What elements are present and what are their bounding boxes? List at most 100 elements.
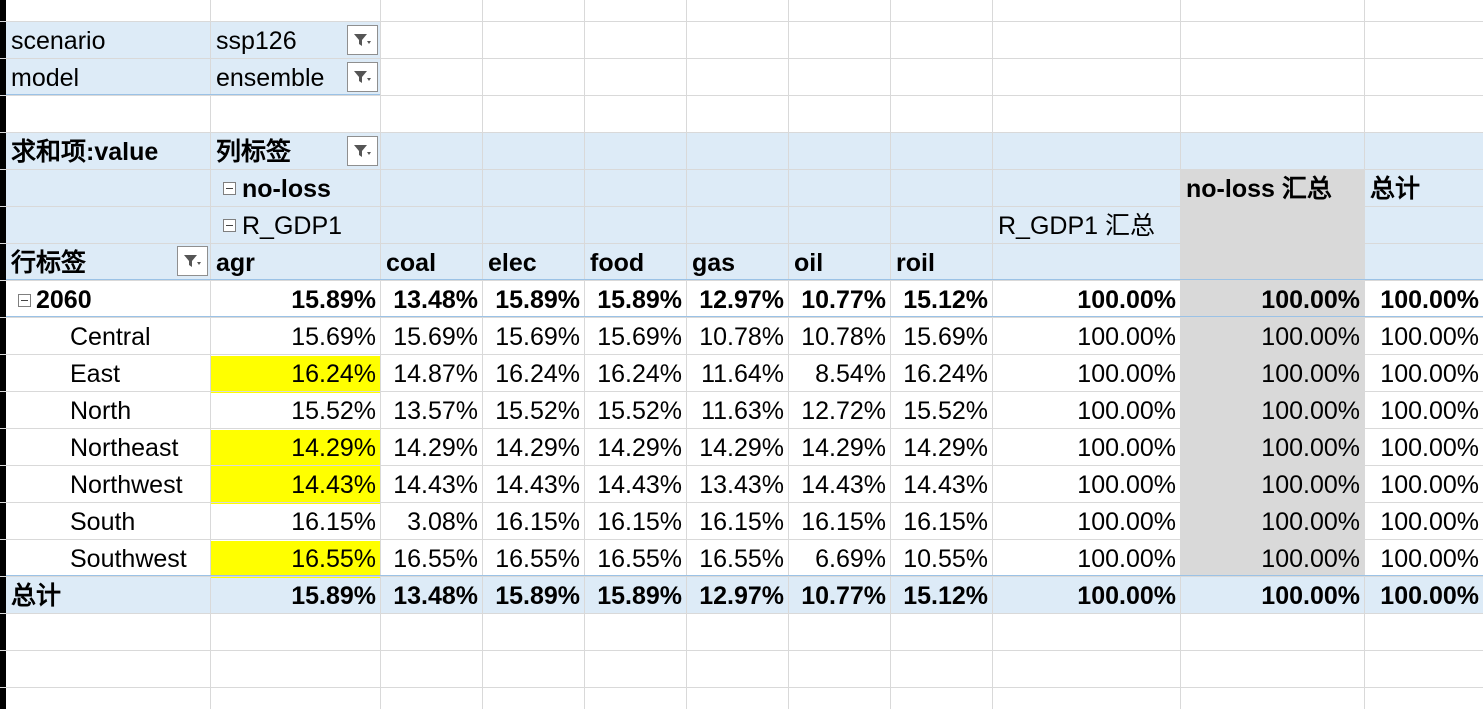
cell-southwest-food[interactable]: 16.55% <box>597 545 682 573</box>
cell-south-oil[interactable]: 16.15% <box>801 508 886 536</box>
cell-south-roil[interactable]: 16.15% <box>903 508 988 536</box>
cell-northeast-r-gdp1-total[interactable]: 100.00% <box>1077 434 1176 462</box>
column-group-r-gdp1[interactable]: R_GDP1 <box>242 212 343 240</box>
cell-central-gas[interactable]: 10.78% <box>699 323 784 351</box>
cell-north-agr[interactable]: 15.52% <box>291 397 376 425</box>
row-labels-header[interactable]: 行标签 <box>11 249 87 277</box>
row-label-2060[interactable]: 2060 <box>36 286 92 314</box>
cell-2060-coal[interactable]: 13.48% <box>393 286 478 314</box>
cell-northwest-grand-total[interactable]: 100.00% <box>1380 471 1479 499</box>
cell-north-food[interactable]: 15.52% <box>597 397 682 425</box>
cell-central-agr[interactable]: 15.69% <box>291 323 376 351</box>
cell-south-gas[interactable]: 16.15% <box>699 508 784 536</box>
column-labels-filter-button[interactable] <box>347 136 378 166</box>
grand-total-row-label[interactable]: 总计 <box>11 582 62 610</box>
cell-east-grand-total[interactable]: 100.00% <box>1380 360 1479 388</box>
column-header-oil[interactable]: oil <box>794 249 824 277</box>
cell-northeast-gas[interactable]: 14.29% <box>699 434 784 462</box>
row-label-central[interactable]: Central <box>70 323 151 351</box>
cell-northwest-food[interactable]: 14.43% <box>597 471 682 499</box>
cell-total-no-loss-total[interactable]: 100.00% <box>1261 582 1360 610</box>
cell-north-elec[interactable]: 15.52% <box>495 397 580 425</box>
cell-northeast-coal[interactable]: 14.29% <box>393 434 478 462</box>
cell-northeast-oil[interactable]: 14.29% <box>801 434 886 462</box>
cell-total-gas[interactable]: 12.97% <box>699 582 784 610</box>
cell-central-elec[interactable]: 15.69% <box>495 323 580 351</box>
cell-north-coal[interactable]: 13.57% <box>393 397 478 425</box>
cell-northeast-grand-total[interactable]: 100.00% <box>1380 434 1479 462</box>
cell-2060-roil[interactable]: 15.12% <box>903 286 988 314</box>
cell-south-agr[interactable]: 16.15% <box>291 508 376 536</box>
cell-east-oil[interactable]: 8.54% <box>815 360 886 388</box>
row-label-east[interactable]: East <box>70 360 121 388</box>
cell-central-roil[interactable]: 15.69% <box>903 323 988 351</box>
cell-northwest-coal[interactable]: 14.43% <box>393 471 478 499</box>
filter-value-scenario[interactable]: ssp126 <box>216 27 297 55</box>
column-group-no-loss[interactable]: no-loss <box>242 175 331 203</box>
cell-north-r-gdp1-total[interactable]: 100.00% <box>1077 397 1176 425</box>
column-header-gas[interactable]: gas <box>692 249 736 277</box>
cell-central-no-loss-total[interactable]: 100.00% <box>1261 323 1360 351</box>
cell-northwest-gas[interactable]: 13.43% <box>699 471 784 499</box>
cell-northwest-no-loss-total[interactable]: 100.00% <box>1261 471 1360 499</box>
cell-east-agr[interactable]: 16.24% <box>291 360 376 388</box>
cell-south-elec[interactable]: 16.15% <box>495 508 580 536</box>
cell-east-roil[interactable]: 16.24% <box>903 360 988 388</box>
column-header-coal[interactable]: coal <box>386 249 437 277</box>
row-label-northwest[interactable]: Northwest <box>70 471 183 499</box>
cell-2060-food[interactable]: 15.89% <box>597 286 682 314</box>
row-label-southwest[interactable]: Southwest <box>70 545 187 573</box>
cell-total-r-gdp1-total[interactable]: 100.00% <box>1077 582 1176 610</box>
cell-southwest-oil[interactable]: 6.69% <box>815 545 886 573</box>
cell-northeast-food[interactable]: 14.29% <box>597 434 682 462</box>
column-header-elec[interactable]: elec <box>488 249 537 277</box>
cell-south-grand-total[interactable]: 100.00% <box>1380 508 1479 536</box>
cell-2060-r-gdp1-total[interactable]: 100.00% <box>1077 286 1176 314</box>
cell-2060-grand-total[interactable]: 100.00% <box>1380 286 1479 314</box>
pivot-value-field-label[interactable]: 求和项:value <box>11 138 159 166</box>
collapse-minus-icon[interactable] <box>223 219 236 232</box>
cell-northwest-oil[interactable]: 14.43% <box>801 471 886 499</box>
column-labels-header[interactable]: 列标签 <box>216 138 292 166</box>
cell-north-roil[interactable]: 15.52% <box>903 397 988 425</box>
cell-east-r-gdp1-total[interactable]: 100.00% <box>1077 360 1176 388</box>
cell-total-coal[interactable]: 13.48% <box>393 582 478 610</box>
cell-2060-elec[interactable]: 15.89% <box>495 286 580 314</box>
cell-south-no-loss-total[interactable]: 100.00% <box>1261 508 1360 536</box>
filter-dropdown-model[interactable] <box>347 62 378 92</box>
cell-2060-agr[interactable]: 15.89% <box>291 286 376 314</box>
cell-southwest-elec[interactable]: 16.55% <box>495 545 580 573</box>
cell-southwest-no-loss-total[interactable]: 100.00% <box>1261 545 1360 573</box>
collapse-minus-icon[interactable] <box>18 294 31 307</box>
cell-north-oil[interactable]: 12.72% <box>801 397 886 425</box>
collapse-minus-icon[interactable] <box>223 182 236 195</box>
cell-southwest-coal[interactable]: 16.55% <box>393 545 478 573</box>
cell-northeast-no-loss-total[interactable]: 100.00% <box>1261 434 1360 462</box>
cell-southwest-grand-total[interactable]: 100.00% <box>1380 545 1479 573</box>
row-label-south[interactable]: South <box>70 508 136 536</box>
cell-northwest-roil[interactable]: 14.43% <box>903 471 988 499</box>
cell-north-gas[interactable]: 11.63% <box>701 397 784 425</box>
cell-central-oil[interactable]: 10.78% <box>801 323 886 351</box>
cell-southwest-gas[interactable]: 16.55% <box>699 545 784 573</box>
column-header-agr[interactable]: agr <box>216 249 255 277</box>
cell-total-roil[interactable]: 15.12% <box>903 582 988 610</box>
cell-southwest-agr[interactable]: 16.55% <box>291 545 376 573</box>
row-label-north[interactable]: North <box>70 397 132 425</box>
filter-label-model[interactable]: model <box>11 64 80 92</box>
cell-east-gas[interactable]: 11.64% <box>701 360 784 388</box>
cell-northwest-elec[interactable]: 14.43% <box>495 471 580 499</box>
column-header-roil[interactable]: roil <box>896 249 935 277</box>
cell-total-grand-total[interactable]: 100.00% <box>1380 582 1479 610</box>
cell-south-food[interactable]: 16.15% <box>597 508 682 536</box>
cell-southwest-r-gdp1-total[interactable]: 100.00% <box>1077 545 1176 573</box>
row-label-northeast[interactable]: Northeast <box>70 434 179 462</box>
cell-northeast-elec[interactable]: 14.29% <box>495 434 580 462</box>
cell-northeast-agr[interactable]: 14.29% <box>291 434 376 462</box>
cell-northwest-agr[interactable]: 14.43% <box>291 471 376 499</box>
cell-northeast-roil[interactable]: 14.29% <box>903 434 988 462</box>
cell-central-r-gdp1-total[interactable]: 100.00% <box>1077 323 1176 351</box>
filter-dropdown-scenario[interactable] <box>347 25 378 55</box>
cell-east-elec[interactable]: 16.24% <box>495 360 580 388</box>
